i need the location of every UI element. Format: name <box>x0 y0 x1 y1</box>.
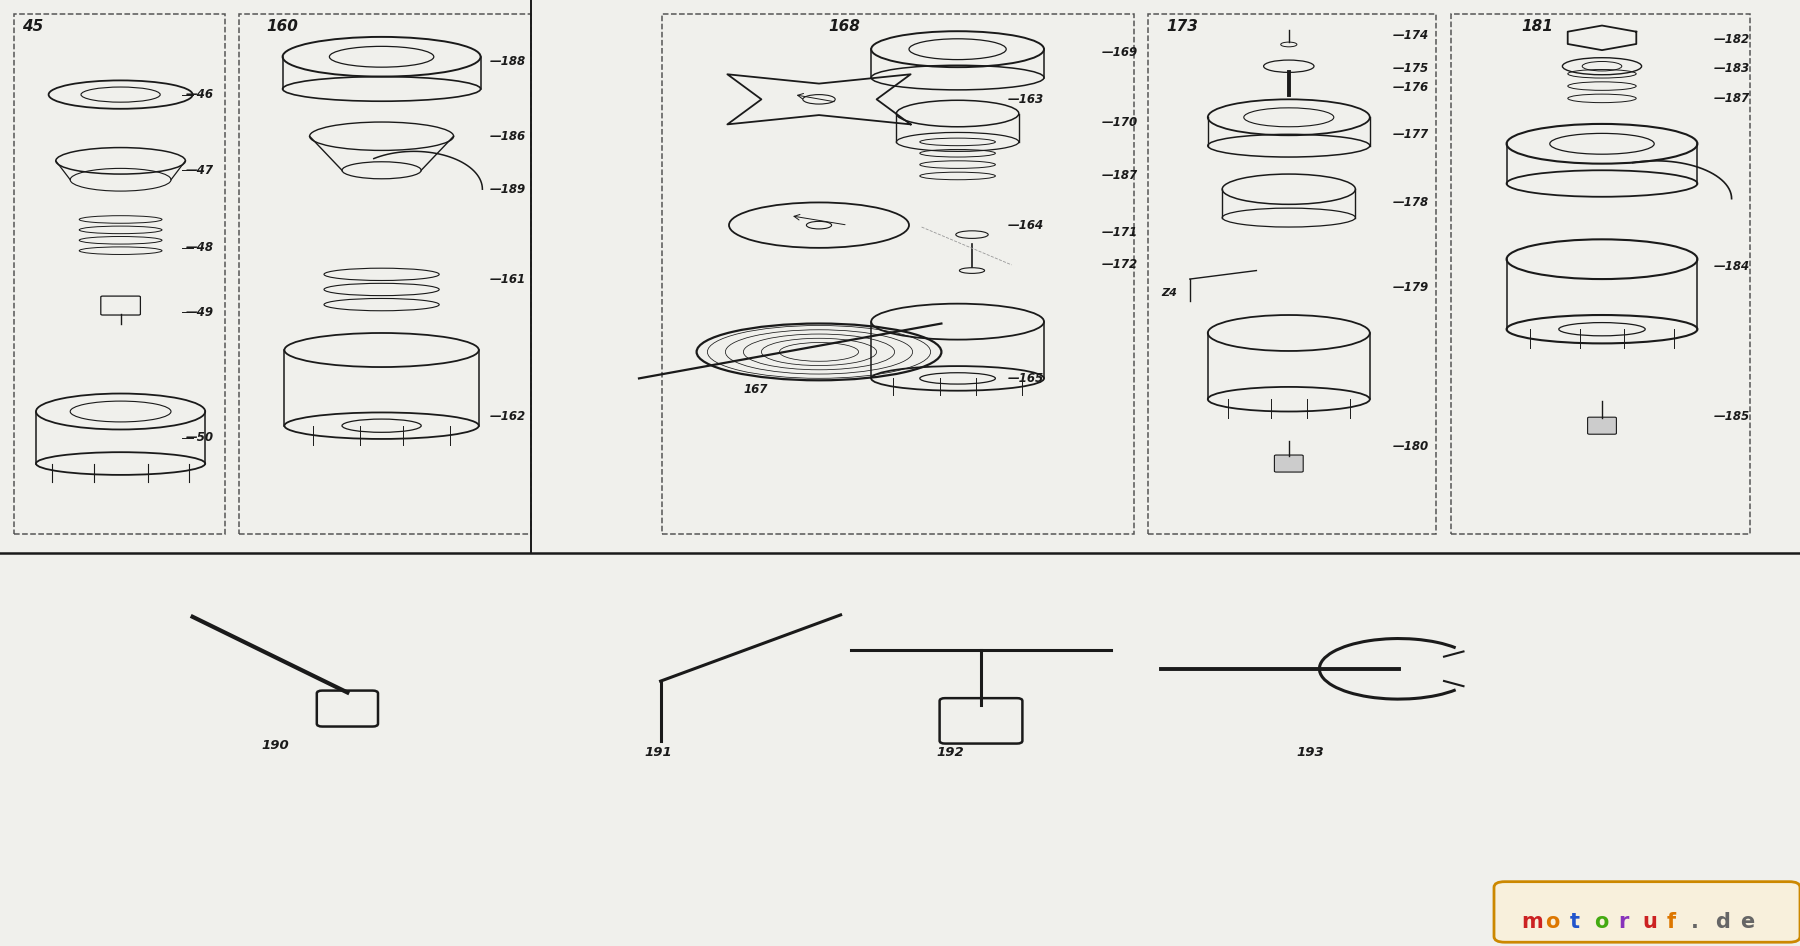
Text: —176: —176 <box>1393 80 1429 94</box>
Text: —177: —177 <box>1393 128 1429 141</box>
Text: —169: —169 <box>1102 45 1138 59</box>
Text: —179: —179 <box>1393 281 1429 294</box>
Text: 173: 173 <box>1166 19 1199 34</box>
Bar <box>1451 14 1750 534</box>
Text: —48: —48 <box>185 241 214 254</box>
Bar <box>239 14 531 534</box>
Text: —47: —47 <box>185 164 214 177</box>
Text: 45: 45 <box>22 19 43 34</box>
Text: u: u <box>1642 912 1658 933</box>
Text: —164: —164 <box>1008 219 1044 232</box>
Text: Z4: Z4 <box>1161 289 1177 298</box>
Text: o: o <box>1544 912 1559 933</box>
Text: m: m <box>1521 912 1543 933</box>
Bar <box>1148 14 1436 534</box>
Text: —161: —161 <box>490 272 526 286</box>
Text: —49: —49 <box>185 306 214 319</box>
Text: 192: 192 <box>936 745 963 759</box>
Text: —183: —183 <box>1714 61 1750 75</box>
Text: —171: —171 <box>1102 226 1138 239</box>
Text: —46: —46 <box>185 88 214 101</box>
FancyBboxPatch shape <box>1494 882 1800 942</box>
Text: —172: —172 <box>1102 258 1138 272</box>
Text: —174: —174 <box>1393 29 1429 43</box>
Text: —175: —175 <box>1393 61 1429 75</box>
Text: —187: —187 <box>1714 92 1750 105</box>
Bar <box>662 14 1134 534</box>
Text: 193: 193 <box>1296 745 1323 759</box>
Text: —189: —189 <box>490 183 526 196</box>
Text: —187: —187 <box>1102 169 1138 183</box>
Text: —188: —188 <box>490 55 526 68</box>
Text: —170: —170 <box>1102 116 1138 130</box>
Text: —178: —178 <box>1393 196 1429 209</box>
Text: —185: —185 <box>1714 410 1750 423</box>
Text: d: d <box>1715 912 1730 933</box>
Text: 168: 168 <box>828 19 860 34</box>
Text: 191: 191 <box>644 745 671 759</box>
Text: o: o <box>1595 912 1607 933</box>
Text: t: t <box>1570 912 1580 933</box>
Text: —165: —165 <box>1008 372 1044 385</box>
FancyBboxPatch shape <box>1274 455 1303 472</box>
Text: —50: —50 <box>185 431 214 445</box>
Text: .: . <box>1692 912 1699 933</box>
Text: 160: 160 <box>266 19 299 34</box>
Text: —180: —180 <box>1393 440 1429 453</box>
Text: 190: 190 <box>261 739 288 752</box>
Text: 181: 181 <box>1521 19 1553 34</box>
Text: r: r <box>1618 912 1629 933</box>
Text: —186: —186 <box>490 130 526 143</box>
Text: —162: —162 <box>490 410 526 423</box>
Text: f: f <box>1667 912 1676 933</box>
Text: e: e <box>1739 912 1753 933</box>
Text: —163: —163 <box>1008 93 1044 106</box>
Text: 167: 167 <box>743 383 769 396</box>
Bar <box>14 14 225 534</box>
Text: —182: —182 <box>1714 33 1750 46</box>
FancyBboxPatch shape <box>1588 417 1616 434</box>
Text: —184: —184 <box>1714 260 1750 273</box>
